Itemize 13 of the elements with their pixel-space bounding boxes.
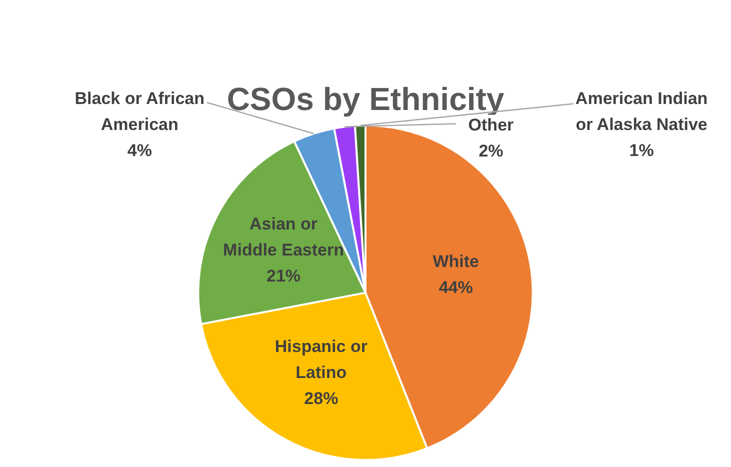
data-label: 1% <box>629 141 654 160</box>
data-label: 28% <box>304 389 338 408</box>
data-label: 44% <box>438 278 473 298</box>
slice-label: Asian or Middle Eastern <box>223 214 344 260</box>
slice-label: Black or African American <box>74 89 205 134</box>
chart-title: CSOs by Ethnicity <box>226 81 504 118</box>
slice-label: Hispanic or Latino <box>274 337 368 382</box>
data-label: 21% <box>266 266 301 286</box>
slice-label: American Indian or Alaska Native <box>575 89 708 134</box>
data-label: 2% <box>478 141 504 160</box>
slice-label: White <box>432 252 480 272</box>
slice-label: Other <box>468 115 514 134</box>
data-label: 4% <box>127 141 152 160</box>
